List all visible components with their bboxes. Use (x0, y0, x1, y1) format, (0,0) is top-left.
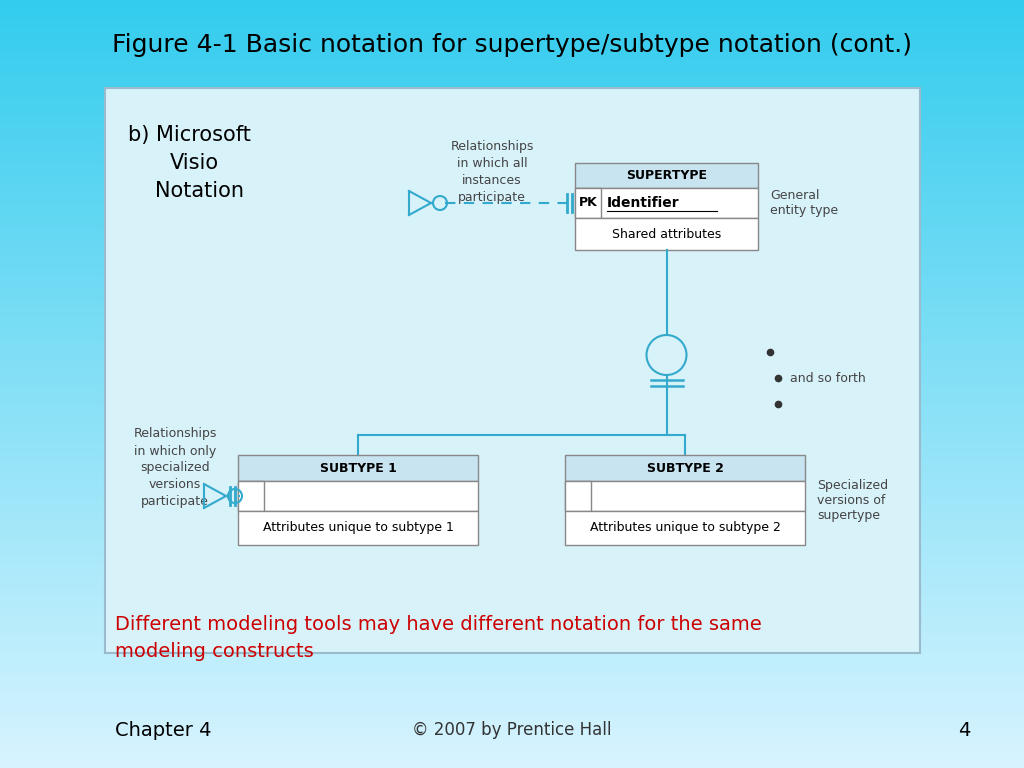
Bar (238, 511, 478, 545)
Text: Attributes unique to subtype 2: Attributes unique to subtype 2 (590, 521, 780, 535)
Text: Shared attributes: Shared attributes (612, 227, 721, 240)
Text: 4: 4 (957, 720, 970, 740)
Bar (238, 481, 264, 511)
Text: b) Microsoft: b) Microsoft (128, 125, 251, 145)
Bar (565, 455, 805, 481)
Bar (575, 188, 758, 218)
Text: Figure 4-1 Basic notation for supertype/subtype notation (cont.): Figure 4-1 Basic notation for supertype/… (112, 33, 912, 57)
Text: Visio: Visio (170, 153, 219, 173)
Text: Notation: Notation (155, 181, 244, 201)
Text: Attributes unique to subtype 1: Attributes unique to subtype 1 (262, 521, 454, 535)
Text: Specialized
versions of
supertype: Specialized versions of supertype (817, 478, 888, 521)
Bar (565, 481, 591, 511)
Text: Relationships
in which all
instances
participate: Relationships in which all instances par… (451, 140, 534, 204)
Text: SUPERTYPE: SUPERTYPE (626, 169, 707, 182)
Text: Chapter 4: Chapter 4 (115, 720, 212, 740)
Bar (575, 163, 758, 188)
Text: PK: PK (579, 197, 597, 210)
Bar (565, 511, 805, 545)
Text: Different modeling tools may have different notation for the same
modeling const: Different modeling tools may have differ… (115, 615, 762, 660)
Text: © 2007 by Prentice Hall: © 2007 by Prentice Hall (413, 721, 611, 739)
Text: Relationships
in which only
specialized
versions
participate: Relationships in which only specialized … (133, 428, 217, 508)
Bar (565, 481, 805, 511)
Text: and so forth: and so forth (790, 372, 865, 385)
Bar (575, 218, 758, 250)
Text: General
entity type: General entity type (770, 189, 838, 217)
Bar (238, 481, 478, 511)
Bar (575, 188, 601, 218)
Bar (238, 455, 478, 481)
Bar (105, 88, 920, 653)
Text: SUBTYPE 2: SUBTYPE 2 (646, 462, 723, 475)
Text: Identifier: Identifier (607, 196, 680, 210)
Text: SUBTYPE 1: SUBTYPE 1 (319, 462, 396, 475)
